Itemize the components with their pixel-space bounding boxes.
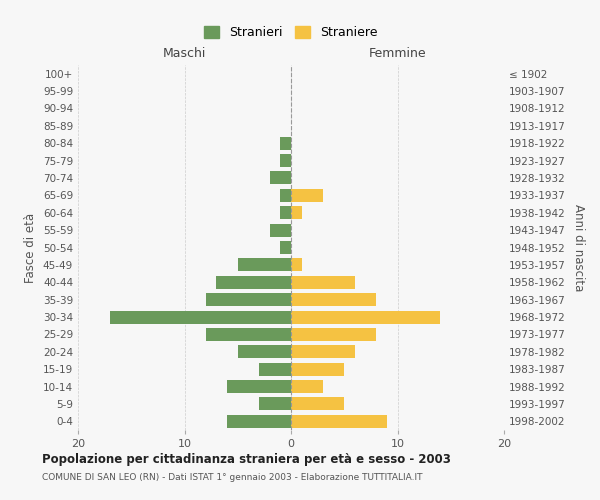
Bar (291, 362, 344, 376)
Bar (291, 276, 355, 289)
Bar (206, 328, 291, 341)
Bar (227, 415, 291, 428)
Bar (291, 415, 387, 428)
Bar (110, 310, 291, 324)
Bar (280, 206, 291, 220)
Bar (227, 380, 291, 393)
Bar (206, 293, 291, 306)
Y-axis label: Anni di nascita: Anni di nascita (572, 204, 585, 291)
Bar (280, 189, 291, 202)
Bar (270, 224, 291, 236)
Bar (291, 189, 323, 202)
Bar (291, 258, 302, 272)
Bar (259, 398, 291, 410)
Text: COMUNE DI SAN LEO (RN) - Dati ISTAT 1° gennaio 2003 - Elaborazione TUTTITALIA.IT: COMUNE DI SAN LEO (RN) - Dati ISTAT 1° g… (42, 472, 422, 482)
Bar (280, 154, 291, 167)
Bar (270, 172, 291, 184)
Bar (280, 241, 291, 254)
Text: Popolazione per cittadinanza straniera per età e sesso - 2003: Popolazione per cittadinanza straniera p… (42, 452, 451, 466)
Y-axis label: Fasce di età: Fasce di età (25, 212, 37, 282)
Bar (238, 258, 291, 272)
Bar (291, 206, 302, 220)
Bar (217, 276, 291, 289)
Bar (291, 293, 376, 306)
Bar (291, 380, 323, 393)
Bar (259, 362, 291, 376)
Bar (238, 346, 291, 358)
Bar (291, 346, 355, 358)
Text: Femmine: Femmine (368, 47, 427, 60)
Legend: Stranieri, Straniere: Stranieri, Straniere (199, 21, 383, 44)
Bar (291, 310, 440, 324)
Text: Maschi: Maschi (163, 47, 206, 60)
Bar (291, 328, 376, 341)
Bar (280, 136, 291, 149)
Bar (291, 398, 344, 410)
